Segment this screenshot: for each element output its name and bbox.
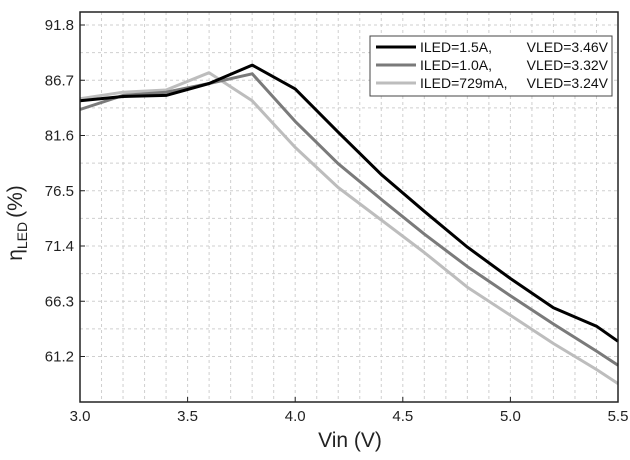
x-tick-label: 4.5 <box>392 408 413 425</box>
x-tick-label: 5.0 <box>500 408 521 425</box>
x-tick-label: 3.0 <box>70 408 91 425</box>
legend-label-voltage: VLED=3.46V <box>527 39 609 55</box>
x-tick-label: 5.5 <box>608 408 629 425</box>
grid <box>80 12 618 402</box>
x-axis-title: Vin (V) <box>318 429 382 452</box>
legend-label: ILED=729mA, <box>420 75 508 91</box>
legend-items: ILED=1.5A, VLED=3.46V ILED=1.0A, VLED=3.32V… <box>376 39 609 91</box>
legend-label: ILED=1.5A, <box>420 39 492 55</box>
series-line <box>79 63 619 343</box>
legend-label-voltage: VLED=3.24V <box>527 75 609 91</box>
legend-label: ILED=1.0A, <box>420 57 492 73</box>
plot-area-frame <box>79 11 619 403</box>
y-axis-ticks: 61.2 66.3 71.4 76.5 81.6 86.7 91.8 <box>45 17 85 366</box>
y-tick-label: 76.5 <box>45 183 74 200</box>
y-axis-title-unit: (%) <box>4 185 27 218</box>
y-axis-title: ηLED (%) <box>4 185 30 261</box>
y-axis-title-symbol: η <box>4 249 27 261</box>
y-tick-label: 81.6 <box>45 128 74 145</box>
y-tick-label: 91.8 <box>45 17 74 34</box>
y-tick-label: 66.3 <box>45 293 74 310</box>
y-tick-label: 71.4 <box>45 238 74 255</box>
legend: ILED=1.5A, VLED=3.46V ILED=1.0A, VLED=3.32V… <box>369 35 613 97</box>
y-axis-title-subscript: LED <box>14 222 30 249</box>
series-line <box>79 72 619 367</box>
y-tick-label: 61.2 <box>45 349 74 366</box>
y-tick-label: 86.7 <box>45 72 74 89</box>
x-axis-ticks: 3.0 3.5 4.0 4.5 5.0 5.5 <box>70 397 629 425</box>
x-tick-label: 4.0 <box>285 408 306 425</box>
legend-label-voltage: VLED=3.32V <box>527 57 609 73</box>
series-lines <box>79 63 619 385</box>
x-tick-label: 3.5 <box>177 408 198 425</box>
series-line <box>79 71 619 385</box>
